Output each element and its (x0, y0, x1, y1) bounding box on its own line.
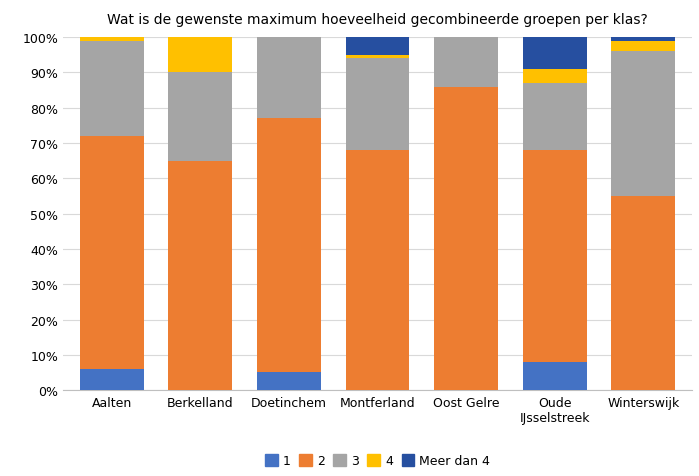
Bar (168, 73, 232, 161)
Bar (80, 38, 143, 41)
Bar (612, 52, 675, 197)
Bar (257, 38, 321, 119)
Bar (345, 56, 410, 59)
Bar (523, 38, 586, 70)
Bar (523, 151, 586, 362)
Bar (168, 161, 232, 390)
Bar (345, 151, 410, 390)
Bar (612, 41, 675, 52)
Bar (257, 373, 321, 390)
Bar (80, 137, 143, 369)
Bar (168, 38, 232, 73)
Legend: 1, 2, 3, 4, Meer dan 4: 1, 2, 3, 4, Meer dan 4 (260, 449, 495, 472)
Bar (257, 119, 321, 373)
Bar (612, 38, 675, 41)
Bar (612, 197, 675, 390)
Bar (434, 38, 498, 88)
Bar (80, 41, 143, 137)
Title: Wat is de gewenste maximum hoeveelheid gecombineerde groepen per klas?: Wat is de gewenste maximum hoeveelheid g… (107, 13, 648, 27)
Bar (523, 362, 586, 390)
Bar (434, 88, 498, 390)
Bar (345, 59, 410, 151)
Bar (80, 369, 143, 390)
Bar (523, 70, 586, 84)
Bar (523, 84, 586, 151)
Bar (345, 38, 410, 56)
